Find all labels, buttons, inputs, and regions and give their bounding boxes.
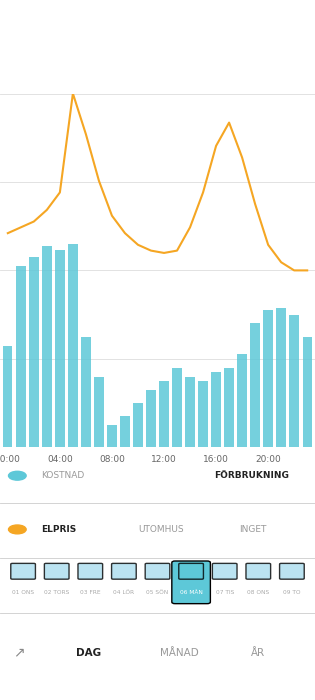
Bar [94,377,104,447]
Text: FÖRBRUKNING: FÖRBRUKNING [214,471,289,480]
Bar [277,308,286,447]
FancyBboxPatch shape [112,564,136,579]
Bar [238,354,247,447]
Text: 06 MÅN: 06 MÅN [180,590,203,595]
Text: 04 LÖR: 04 LÖR [113,590,135,595]
FancyBboxPatch shape [246,564,271,579]
Bar [68,244,77,447]
Text: 21:31: 21:31 [13,15,46,25]
Text: 6 mars: 6 mars [133,60,182,74]
FancyBboxPatch shape [280,564,304,579]
Bar [3,346,13,447]
Bar [172,368,182,447]
FancyBboxPatch shape [145,564,170,579]
Circle shape [9,525,26,534]
Text: DAG: DAG [76,648,101,657]
Text: 08 ONS: 08 ONS [247,590,269,595]
FancyBboxPatch shape [179,564,203,579]
Bar [107,425,117,447]
Text: 07 TIS: 07 TIS [215,590,234,595]
Text: ←: ← [19,60,32,74]
Bar [120,416,130,447]
Bar [81,337,91,447]
Bar [146,390,156,447]
Bar [302,337,312,447]
Text: ÅR: ÅR [251,648,265,657]
FancyBboxPatch shape [44,564,69,579]
Bar [16,266,26,447]
Bar [263,310,273,447]
Text: 34%: 34% [279,15,302,25]
FancyBboxPatch shape [78,564,103,579]
Bar [42,246,52,447]
Text: 02 TORS: 02 TORS [44,590,69,595]
Text: ↗: ↗ [13,645,24,659]
Text: UTOMHUS: UTOMHUS [139,525,184,534]
FancyBboxPatch shape [212,564,237,579]
FancyBboxPatch shape [172,561,210,603]
Text: 01 ONS: 01 ONS [12,590,34,595]
Text: ELPRIS: ELPRIS [41,525,76,534]
Text: INGET: INGET [239,525,267,534]
Text: 05 SÖN: 05 SÖN [146,590,169,595]
Bar [133,403,143,447]
Bar [29,257,38,447]
FancyBboxPatch shape [11,564,35,579]
Bar [211,372,221,447]
Text: MÅNAD: MÅNAD [160,648,199,657]
Bar [198,381,208,447]
Text: KOSTNAD: KOSTNAD [41,471,84,480]
Bar [159,381,169,447]
Bar [250,323,260,447]
Text: 09 TO: 09 TO [283,590,301,595]
Bar [224,368,234,447]
Bar [185,377,195,447]
Bar [289,314,299,447]
Bar [55,251,65,447]
Circle shape [9,471,26,480]
Text: 03 FRE: 03 FRE [80,590,100,595]
